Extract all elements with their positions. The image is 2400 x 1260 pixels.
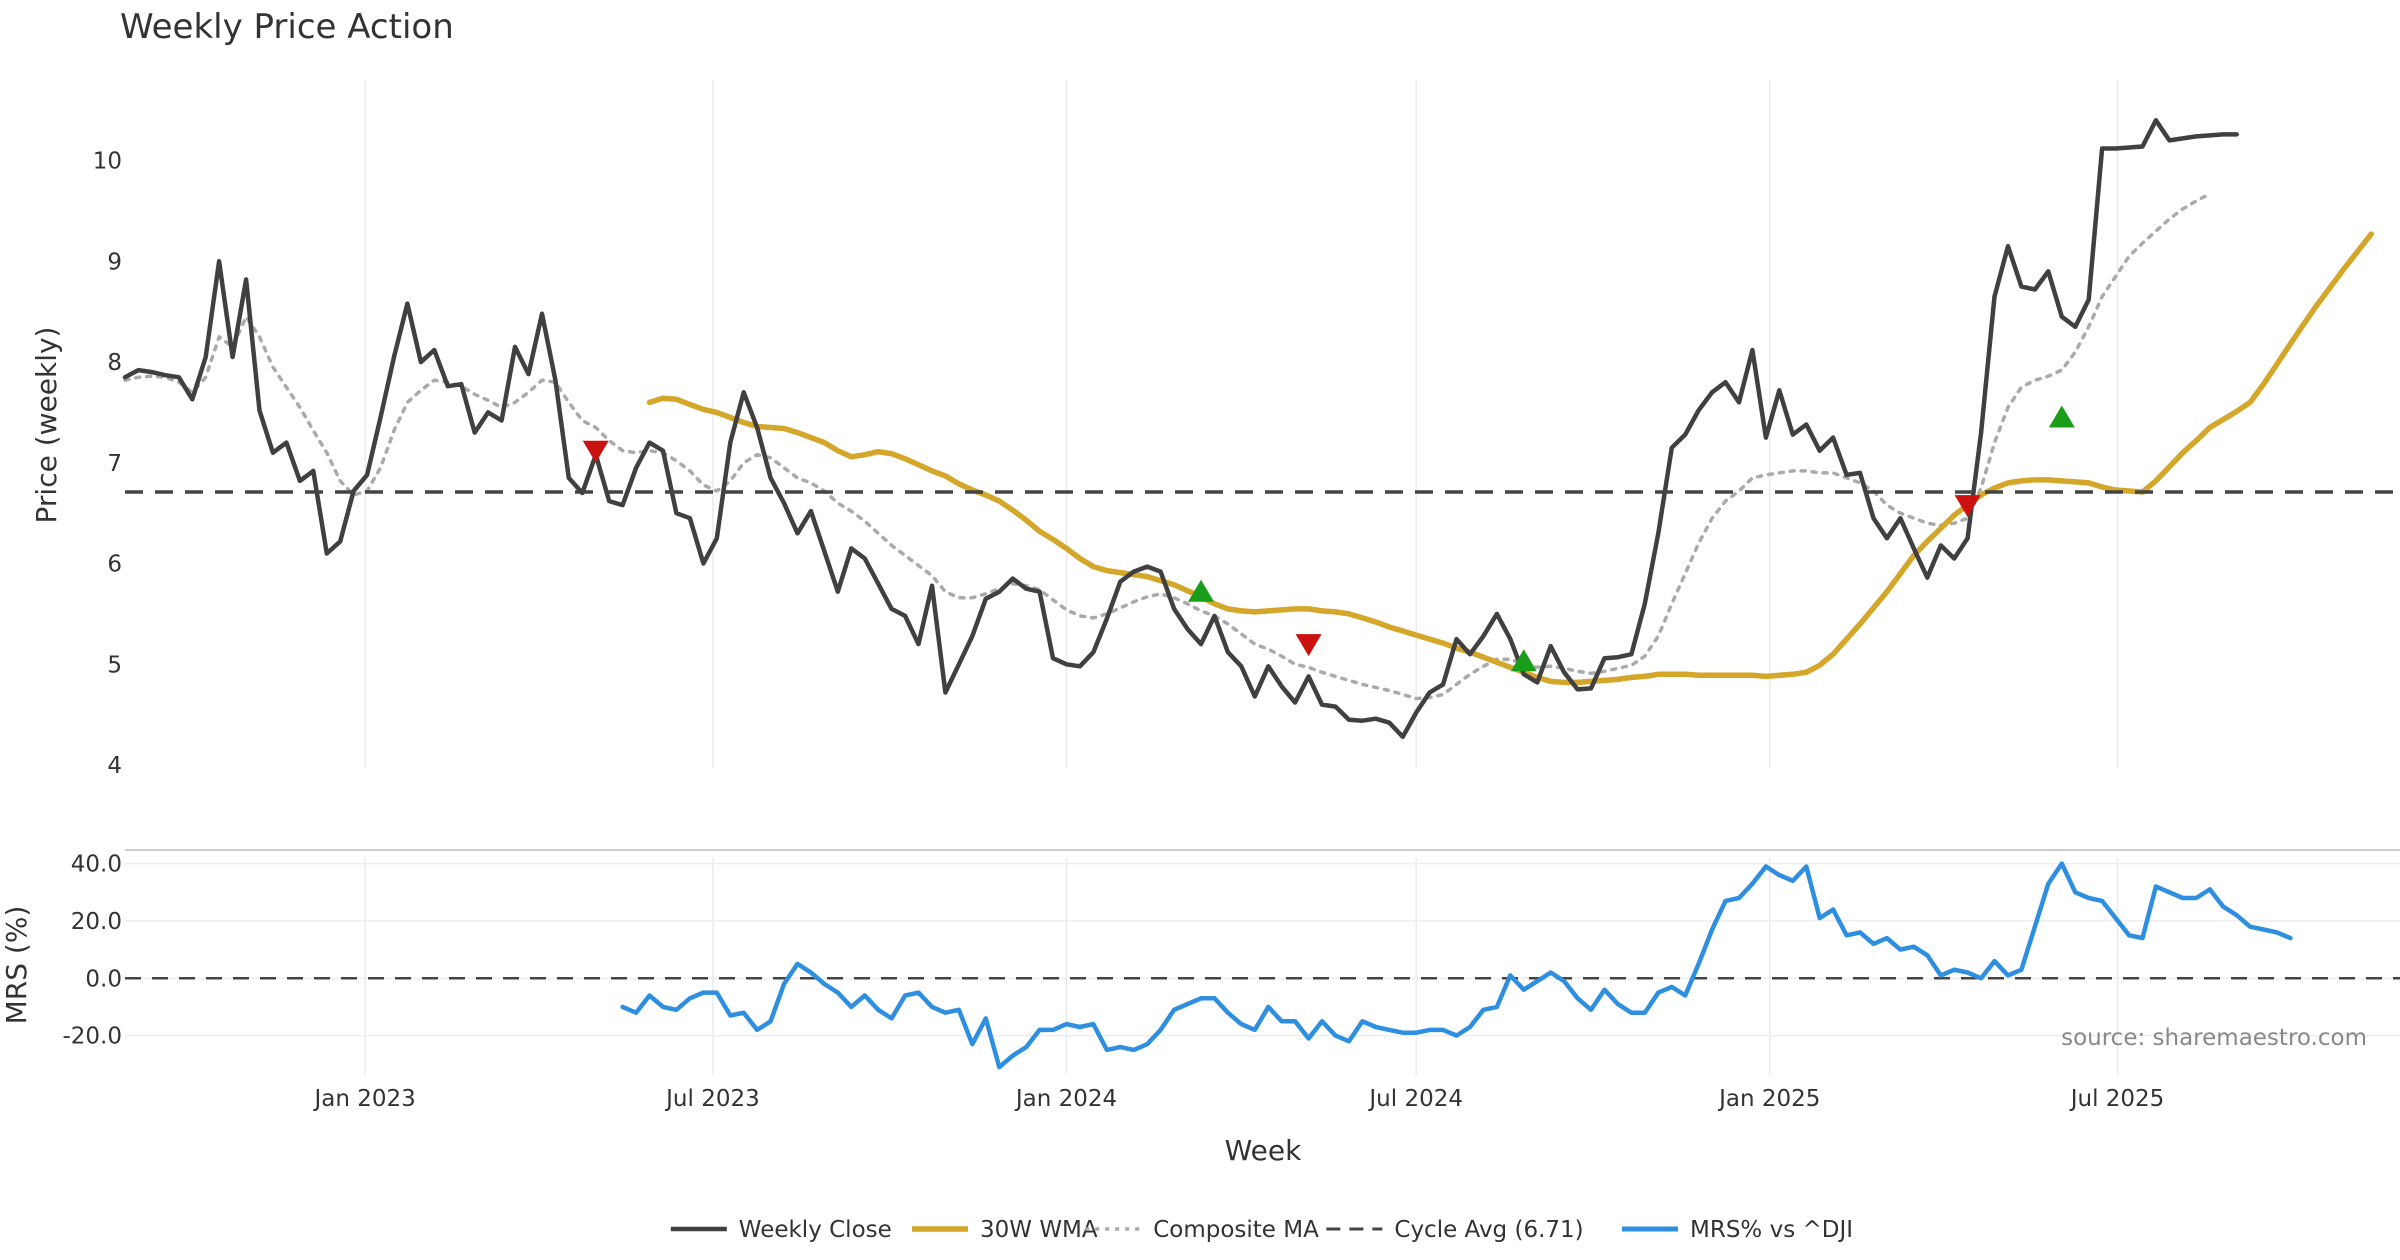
price-y-tick: 10	[93, 149, 122, 175]
sell-signal-marker	[1295, 634, 1322, 657]
x-tick-label: Jul 2023	[664, 1086, 760, 1112]
legend-item: Weekly Close	[670, 1217, 892, 1243]
mrs-y-tick: 0.0	[85, 966, 122, 992]
buy-signal-marker	[1510, 649, 1537, 672]
composite-ma-line	[123, 192, 2212, 701]
x-tick-label: Jan 2023	[313, 1086, 416, 1112]
mrs-y-tick: 20.0	[71, 909, 122, 935]
x-axis-title: Week	[1225, 1134, 1302, 1167]
price-axis-title: Price (weekly)	[30, 327, 63, 524]
sell-signal-marker	[582, 440, 609, 463]
30w-wma-line	[646, 231, 2374, 686]
legend-label: Composite MA	[1153, 1217, 1319, 1243]
price-y-ticks: 4 5 6 7 8 9 10	[93, 149, 122, 779]
legend-label: 30W WMA	[980, 1217, 1098, 1243]
price-y-tick: 6	[107, 552, 122, 578]
buy-signal-marker	[2048, 405, 2075, 428]
mrs-axis-title: MRS (%)	[0, 906, 33, 1025]
price-y-tick: 5	[107, 652, 122, 678]
price-y-tick: 9	[107, 249, 122, 275]
legend-item: Composite MA	[1085, 1217, 1319, 1243]
price-panel	[122, 118, 2400, 740]
week-x-ticks: Jan 2023 Jul 2023 Jan 2024 Jul 2024 Jan 2025…	[313, 1086, 2165, 1112]
mrs-line	[620, 861, 2293, 1070]
x-tick-label: Jul 2025	[2069, 1086, 2165, 1112]
mrs-y-tick: 40.0	[71, 852, 122, 878]
chart-title: Weekly Price Action	[120, 7, 454, 47]
legend-item: MRS% vs ^DJI	[1622, 1217, 1853, 1243]
buy-signal-marker	[1188, 579, 1214, 602]
mrs-y-tick: -20.0	[62, 1024, 122, 1050]
chart-legend: Weekly Close 30W WMA Composite MA Cycle Avg…	[670, 1217, 1853, 1243]
legend-label: Weekly Close	[739, 1217, 892, 1243]
source-annotation: source: sharemaestro.com	[2061, 1025, 2367, 1051]
x-tick-label: Jul 2024	[1367, 1086, 1463, 1112]
x-tick-label: Jan 2024	[1014, 1086, 1117, 1112]
legend-label: MRS% vs ^DJI	[1690, 1217, 1853, 1243]
price-y-tick: 8	[107, 350, 122, 376]
sell-signal-marker	[1954, 495, 1981, 518]
mrs-panel	[125, 861, 2400, 1070]
horizontal-gridlines	[125, 862, 2400, 1037]
legend-item: Cycle Avg (6.71)	[1326, 1217, 1584, 1243]
price-y-tick: 4	[107, 753, 122, 779]
legend-label: Cycle Avg (6.71)	[1394, 1217, 1583, 1243]
mrs-y-ticks: 40.0 20.0 0.0 -20.0	[62, 852, 122, 1050]
legend-item: 30W WMA	[912, 1217, 1098, 1243]
x-tick-label: Jan 2025	[1717, 1086, 1820, 1112]
price-y-tick: 7	[107, 451, 122, 477]
weekly-close-line	[122, 118, 2239, 740]
vertical-gridlines	[364, 80, 2119, 1075]
